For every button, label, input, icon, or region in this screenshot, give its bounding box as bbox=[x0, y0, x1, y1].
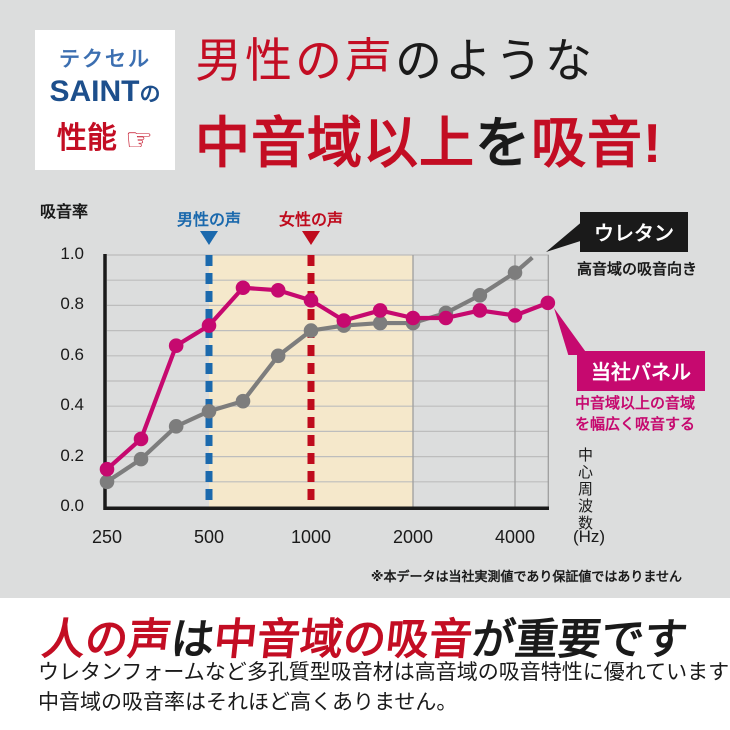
x-tick-label: 4000 bbox=[494, 527, 536, 547]
footer-body-line2: 中音域の吸音率はそれほど高くありません。 bbox=[38, 690, 458, 714]
x-axis-title: 中心周波数 bbox=[576, 447, 593, 532]
panel-callout-pointer bbox=[554, 308, 588, 355]
headline-wo: を bbox=[475, 112, 532, 174]
headline-male-voice: 男性の声 bbox=[195, 34, 395, 87]
x-tick-label: 500 bbox=[193, 527, 225, 547]
badge-brand-texcel: テクセル bbox=[59, 48, 151, 71]
male-voice-marker-icon bbox=[200, 231, 218, 245]
chart-disclaimer-note: ※本データは当社実測値であり保証値ではありません bbox=[370, 569, 682, 584]
panel-series-label: 当社パネル bbox=[577, 351, 705, 391]
headline-line2: 中音域以上を吸音! bbox=[195, 98, 662, 178]
x-tick-label: 2000 bbox=[392, 527, 434, 547]
badge-saint-text: SAINT bbox=[49, 75, 140, 108]
female-voice-marker-icon bbox=[302, 231, 320, 245]
texcel-saint-badge: テクセル SAINTの 性能 ☞ bbox=[35, 30, 175, 170]
footer-wa: は bbox=[168, 616, 217, 664]
footer-human-voice: 人の声 bbox=[39, 616, 174, 664]
badge-performance: 性能 ☞ bbox=[35, 113, 175, 158]
pointing-hand-icon: ☞ bbox=[125, 122, 154, 157]
y-tick-label: 0.2 bbox=[60, 445, 84, 465]
footer-body-line1: ウレタンフォームなど多孔質型吸音材は高音域の吸音特性に優れていますが bbox=[38, 661, 730, 684]
badge-performance-text: 性能 bbox=[56, 122, 117, 155]
y-tick-label: 0.4 bbox=[60, 395, 84, 415]
urethane-series-label: ウレタン bbox=[580, 212, 688, 252]
urethane-caption: 高音域の吸音向き bbox=[577, 261, 698, 278]
y-tick-label: 1.0 bbox=[60, 244, 84, 263]
panel-caption-line2: を幅広く吸音する bbox=[575, 416, 696, 433]
y-tick-label: 0.0 bbox=[60, 496, 84, 515]
headline-midrange: 中音域以上 bbox=[195, 112, 476, 174]
x-tick-label: 1000 bbox=[290, 527, 332, 547]
y-tick-label: 0.6 bbox=[60, 344, 84, 364]
headline: 男性の声のような 中音域以上を吸音! bbox=[195, 22, 662, 178]
absorption-chart-plot bbox=[99, 254, 556, 510]
x-unit-label: (Hz) bbox=[572, 527, 606, 546]
y-axis-title: 吸音率 bbox=[40, 204, 89, 221]
female-voice-label: 女性の声 bbox=[278, 212, 343, 229]
panel-caption-line1: 中音域以上の音域 bbox=[575, 395, 696, 412]
footer-body-text: ウレタンフォームなど多孔質型吸音材は高音域の吸音特性に優れていますが 中音域の吸… bbox=[38, 658, 730, 718]
badge-no-suffix: の bbox=[139, 83, 161, 106]
headline-line1: 男性の声のような bbox=[195, 22, 662, 91]
headline-absorb: 吸音! bbox=[531, 112, 663, 174]
x-tick-label: 250 bbox=[91, 527, 123, 547]
footer-important: が重要です bbox=[469, 616, 690, 664]
badge-brand-saint: SAINTの bbox=[35, 75, 175, 109]
male-voice-label: 男性の声 bbox=[176, 212, 241, 229]
panel-caption: 中音域以上の音域 を幅広く吸音する bbox=[575, 393, 695, 435]
footer-midrange-absorption: 中音域の吸音 bbox=[211, 616, 475, 664]
y-tick-label: 0.8 bbox=[60, 294, 84, 314]
urethane-callout-pointer bbox=[546, 220, 584, 252]
headline-like: のような bbox=[395, 34, 595, 87]
footer-section: 人の声は中音域の吸音が重要です ウレタンフォームなど多孔質型吸音材は高音域の吸音… bbox=[0, 598, 730, 730]
